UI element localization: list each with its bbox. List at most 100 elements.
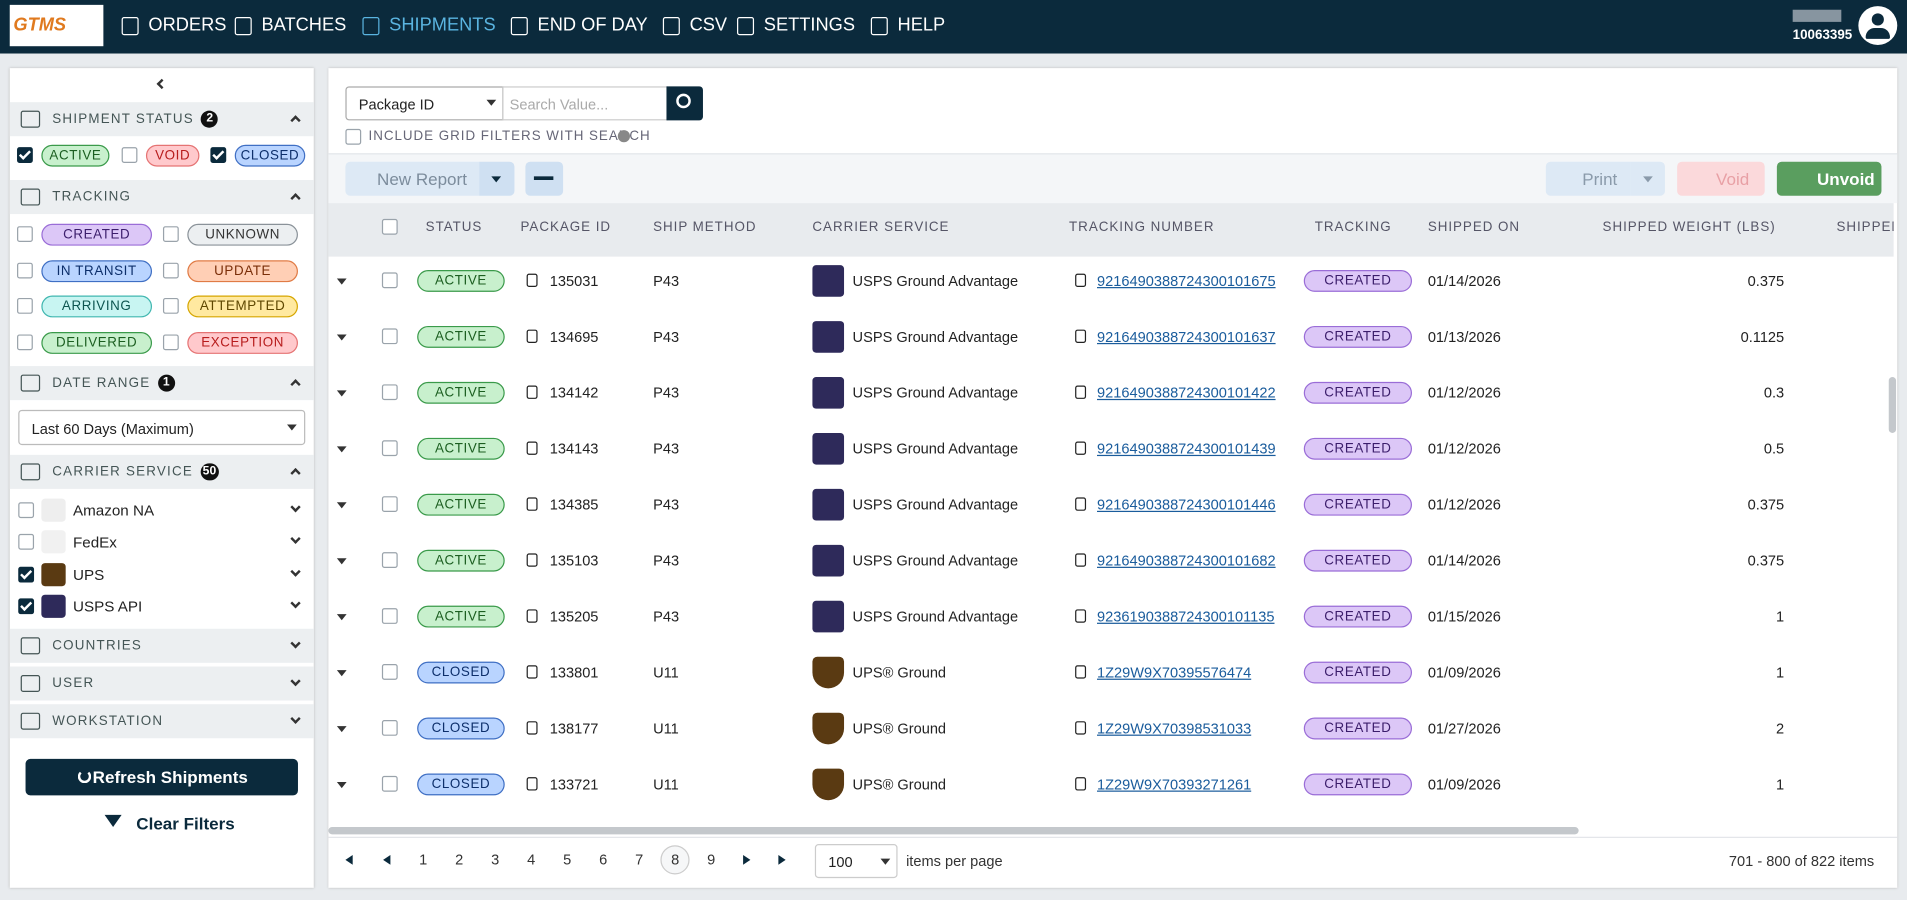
tracking-number-link[interactable]: 9216490388724300101675: [1097, 272, 1276, 290]
copy-icon[interactable]: [1075, 329, 1087, 343]
filter-chip[interactable]: DELIVERED: [41, 331, 153, 354]
nav-item[interactable]: CSV: [689, 14, 728, 36]
page-button[interactable]: 9: [707, 851, 716, 869]
checkbox[interactable]: [381, 719, 398, 736]
checkbox[interactable]: [17, 262, 33, 278]
checkbox[interactable]: [381, 552, 398, 568]
page-button[interactable]: 3: [491, 851, 500, 869]
carrier-name[interactable]: FedEx: [72, 534, 117, 552]
checkbox[interactable]: [381, 664, 398, 680]
copy-icon[interactable]: [526, 497, 538, 511]
copy-icon[interactable]: [1075, 665, 1087, 679]
filter-chip[interactable]: ACTIVE: [41, 144, 110, 167]
copy-icon[interactable]: [526, 273, 538, 288]
copy-icon[interactable]: [1075, 497, 1087, 511]
copy-icon[interactable]: [526, 665, 538, 679]
nav-item[interactable]: SHIPMENTS: [389, 14, 496, 36]
search-field-select[interactable]: Package ID: [345, 86, 504, 121]
checkbox[interactable]: [381, 328, 398, 345]
print-button[interactable]: Print: [1545, 161, 1631, 196]
checkbox[interactable]: [381, 272, 398, 289]
copy-icon[interactable]: [1075, 385, 1087, 399]
checkbox[interactable]: [381, 608, 398, 624]
carrier-name[interactable]: USPS API: [72, 598, 143, 616]
checkbox[interactable]: [381, 218, 398, 235]
checkbox[interactable]: [162, 262, 179, 278]
section-header[interactable]: USER: [9, 666, 314, 701]
column-header[interactable]: SHIP METHOD: [653, 220, 757, 235]
section-header[interactable]: TRACKING: [9, 179, 314, 215]
checkbox[interactable]: [162, 297, 179, 314]
tracking-number-link[interactable]: 9216490388724300101637: [1097, 328, 1276, 346]
checkbox[interactable]: [17, 297, 33, 314]
filter-chip[interactable]: UNKNOWN: [187, 223, 298, 246]
prev-page-button[interactable]: [383, 854, 391, 865]
copy-icon[interactable]: [526, 441, 538, 455]
checkbox[interactable]: [18, 534, 35, 551]
void-button[interactable]: Void: [1677, 161, 1765, 196]
checkbox[interactable]: [381, 384, 398, 401]
tracking-number-link[interactable]: 9216490388724300101446: [1097, 496, 1276, 514]
first-page-button[interactable]: [345, 854, 353, 865]
section-header[interactable]: DATE RANGE 1: [9, 366, 314, 401]
page-button[interactable]: 1: [419, 851, 428, 869]
checkbox[interactable]: [17, 333, 33, 350]
clear-filters-button[interactable]: Clear Filters: [136, 813, 235, 834]
tracking-number-link[interactable]: 9216490388724300101422: [1097, 384, 1276, 402]
nav-item[interactable]: ORDERS: [148, 14, 227, 36]
nav-item[interactable]: BATCHES: [261, 14, 347, 36]
page-button[interactable]: 7: [635, 851, 644, 869]
checkbox[interactable]: [17, 147, 33, 163]
checkbox[interactable]: [345, 128, 362, 145]
copy-icon[interactable]: [526, 609, 538, 623]
carrier-name[interactable]: Amazon NA: [72, 502, 155, 520]
copy-icon[interactable]: [526, 777, 538, 791]
checkbox[interactable]: [18, 566, 35, 583]
tracking-number-link[interactable]: 9216490388724300101439: [1097, 440, 1276, 458]
column-header[interactable]: PACKAGE ID: [520, 220, 612, 235]
filter-chip[interactable]: ATTEMPTED: [187, 295, 298, 318]
nav-item[interactable]: SETTINGS: [763, 14, 856, 36]
section-header[interactable]: WORKSTATION: [9, 704, 314, 739]
section-header[interactable]: CARRIER SERVICE 50: [9, 454, 314, 489]
next-page-button[interactable]: [743, 854, 751, 865]
refresh-button[interactable]: Refresh Shipments: [25, 758, 298, 796]
checkbox[interactable]: [381, 775, 398, 792]
checkbox[interactable]: [210, 147, 227, 163]
checkbox[interactable]: [17, 226, 33, 243]
column-header[interactable]: STATUS: [425, 220, 483, 235]
filter-chip[interactable]: EXCEPTION: [187, 331, 298, 354]
new-report-button[interactable]: New Report: [345, 161, 480, 196]
copy-icon[interactable]: [1075, 721, 1087, 735]
filter-chip[interactable]: VOID: [145, 144, 200, 167]
checkbox[interactable]: [162, 226, 179, 243]
checkbox[interactable]: [381, 496, 398, 513]
nav-item[interactable]: HELP: [897, 14, 946, 36]
checkbox[interactable]: [381, 440, 398, 457]
column-header[interactable]: TRACKING: [1314, 220, 1392, 235]
column-header[interactable]: SHIPPED: [1836, 220, 1893, 235]
page-size-select[interactable]: 100: [814, 844, 898, 879]
vertical-scrollbar[interactable]: [1888, 377, 1897, 433]
unvoid-button[interactable]: Unvoid: [1776, 161, 1882, 196]
copy-icon[interactable]: [526, 329, 538, 343]
page-button[interactable]: 2: [455, 851, 464, 869]
column-header[interactable]: SHIPPED WEIGHT (LBS): [1602, 220, 1776, 235]
nav-item[interactable]: END OF DAY: [537, 14, 648, 36]
filter-chip[interactable]: IN TRANSIT: [41, 259, 153, 282]
filter-chip[interactable]: ARRIVING: [41, 295, 153, 318]
checkbox[interactable]: [18, 598, 35, 615]
page-button[interactable]: 4: [527, 851, 536, 869]
tracking-number-link[interactable]: 1Z29W9X70393271261: [1097, 775, 1252, 793]
carrier-name[interactable]: UPS: [72, 566, 105, 584]
column-header[interactable]: TRACKING NUMBER: [1069, 220, 1215, 235]
page-button[interactable]: 6: [599, 851, 608, 869]
checkbox[interactable]: [162, 333, 179, 350]
copy-icon[interactable]: [526, 553, 538, 567]
copy-icon[interactable]: [1075, 609, 1087, 623]
page-button[interactable]: 8: [660, 845, 690, 875]
copy-icon[interactable]: [1075, 441, 1087, 455]
horizontal-scrollbar[interactable]: [328, 827, 1579, 835]
page-button[interactable]: 5: [563, 851, 572, 869]
column-header[interactable]: CARRIER SERVICE: [812, 220, 950, 235]
